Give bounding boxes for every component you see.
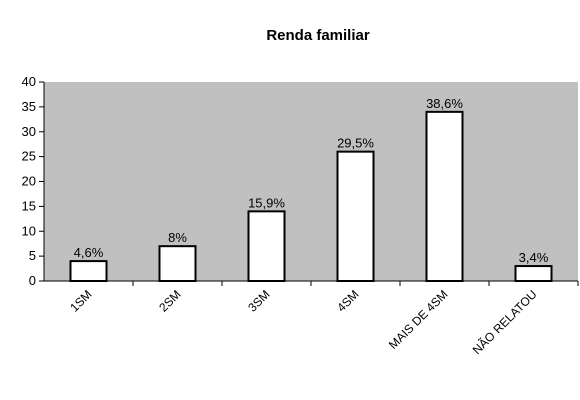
y-tick-label: 10 xyxy=(22,223,36,238)
plot-area xyxy=(44,82,578,281)
bar xyxy=(69,260,108,283)
x-tick-label: MAIS DE 4SM xyxy=(386,287,451,352)
bar xyxy=(425,110,464,282)
y-tick-label: 25 xyxy=(22,149,36,164)
x-tick-label: NÃO RELATOU xyxy=(470,287,540,357)
x-tick-label: 1SM xyxy=(67,287,94,314)
bar xyxy=(336,150,375,282)
y-tick-label: 35 xyxy=(22,99,36,114)
chart-title: Renda familiar xyxy=(266,27,370,44)
y-tick-label: 40 xyxy=(22,74,36,89)
x-tick-label: 3SM xyxy=(245,287,272,314)
y-tick-label: 20 xyxy=(22,174,36,189)
data-label: 8% xyxy=(168,230,187,245)
data-label: 4,6% xyxy=(74,245,104,260)
x-tick-label: 2SM xyxy=(156,287,183,314)
bar xyxy=(247,210,286,283)
data-label: 15,9% xyxy=(248,195,285,210)
bar xyxy=(514,265,553,283)
y-tick-label: 15 xyxy=(22,198,36,213)
data-label: 3,4% xyxy=(519,250,549,265)
x-tick-label: 4SM xyxy=(334,287,361,314)
y-tick-label: 0 xyxy=(29,273,36,288)
bar xyxy=(158,245,197,283)
data-label: 29,5% xyxy=(337,136,374,151)
data-label: 38,6% xyxy=(426,96,463,111)
y-tick-label: 5 xyxy=(29,248,36,263)
y-tick-label: 30 xyxy=(22,124,36,139)
